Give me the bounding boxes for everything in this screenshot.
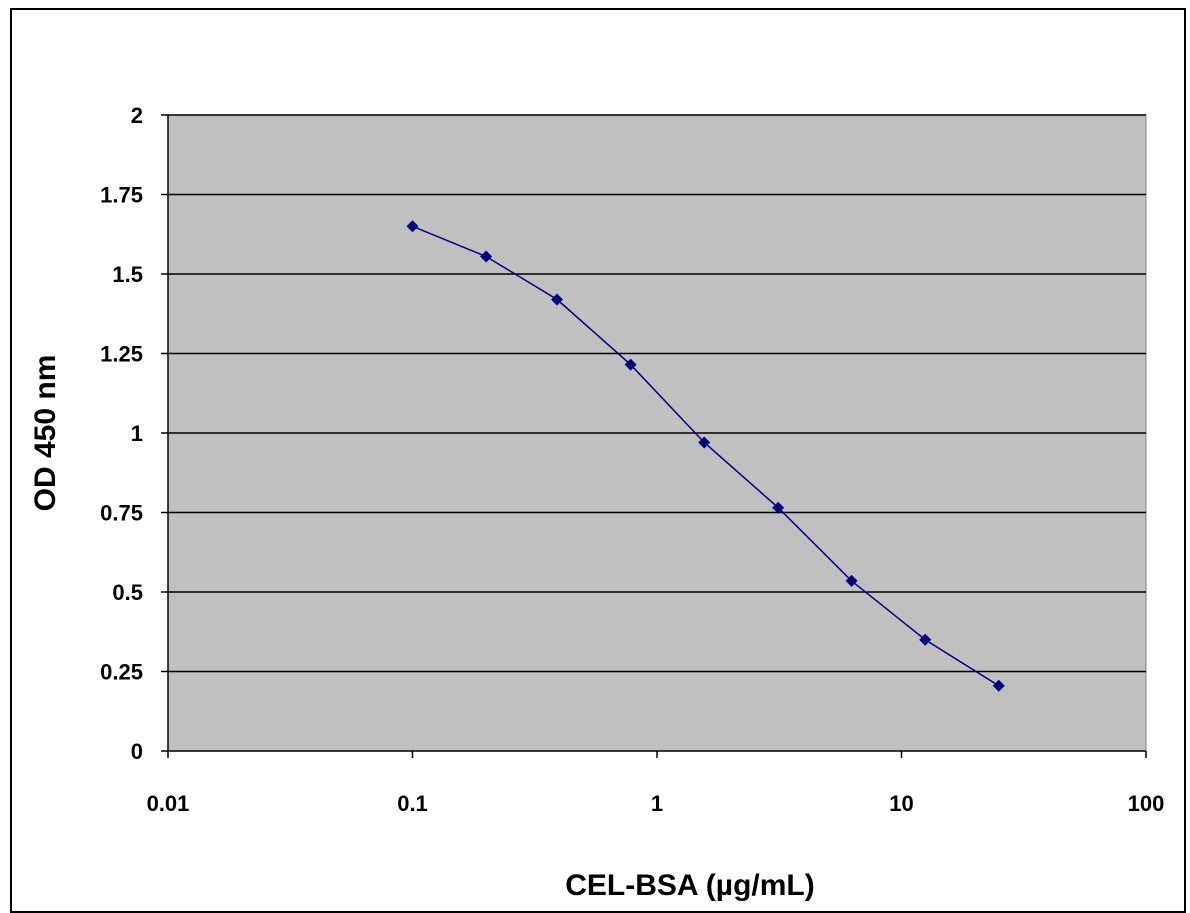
data-point-marker [480,250,493,263]
data-point-marker [772,501,785,514]
data-series [406,220,1005,692]
data-point-marker [992,679,1005,692]
y-tick-label: 1.5 [112,262,143,287]
x-tick-label: 10 [889,791,913,816]
x-axis-title: CEL-BSA (µg/mL) [565,869,814,902]
data-point-marker [551,293,564,306]
data-point-marker [698,436,711,449]
x-axis-ticks: 0.01 0.1 1 10 100 [147,751,1165,816]
y-tick-label: 1.75 [100,183,143,208]
gridlines [168,114,1146,673]
x-tick-label: 100 [1128,791,1165,816]
data-point-marker [406,220,419,233]
data-point-marker [845,574,858,587]
data-point-marker [919,633,932,646]
x-tick-label: 0.01 [147,791,190,816]
y-tick-label: 0.25 [100,660,143,685]
x-tick-label: 0.1 [397,791,428,816]
y-tick-label: 0.75 [100,501,143,526]
y-axis-ticks: 0 0.25 0.5 0.75 1 1.25 1.5 1.75 2 [100,103,168,764]
y-tick-label: 2 [131,103,143,128]
y-tick-label: 1 [131,421,143,446]
y-tick-label: 0.5 [112,580,143,605]
y-tick-label: 0 [131,739,143,764]
x-tick-label: 1 [651,791,663,816]
y-tick-label: 1.25 [100,342,143,367]
y-axis-title: OD 450 nm [29,355,62,512]
data-point-marker [624,358,637,371]
